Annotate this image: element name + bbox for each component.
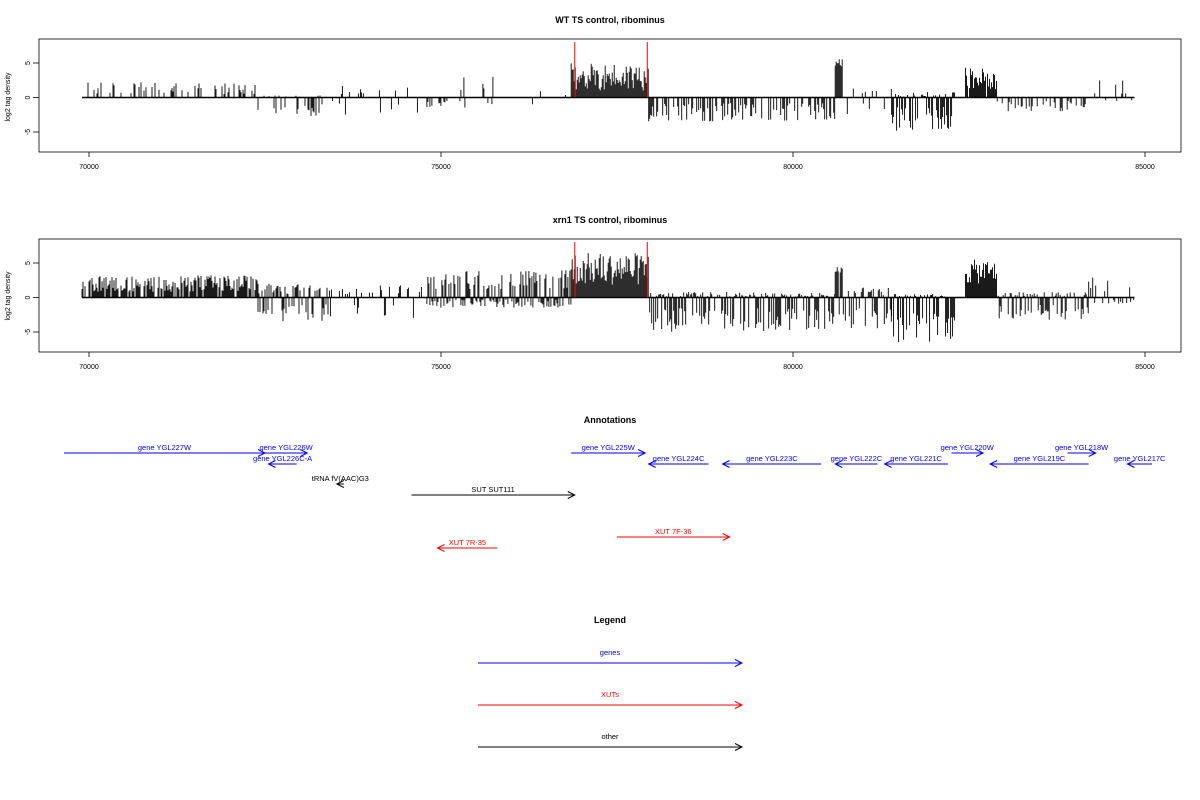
- feature-label: XUT 7F-36: [655, 527, 692, 536]
- xrn1-y-axis-label: log2 tag density: [5, 271, 12, 321]
- feature-label: tRNA fV(AAC)G3: [312, 474, 369, 483]
- wt-y-axis-label: log2 tag density: [5, 72, 12, 122]
- wt-plot-frame: [38, 38, 1182, 153]
- x-tick-label: 75000: [431, 164, 451, 171]
- feature-label: gene YGL222C: [831, 454, 883, 463]
- legend-item: genes: [478, 648, 744, 667]
- arrow-head: [722, 533, 731, 541]
- annotation-feature: gene YGL227W: [64, 443, 267, 457]
- arrow-head: [1126, 460, 1135, 468]
- legend-label: XUTs: [601, 690, 619, 699]
- y-tick-label: -5: [25, 129, 32, 135]
- feature-label: gene YGL220W: [941, 443, 995, 452]
- annotation-feature: SUT SUT111: [411, 485, 576, 499]
- xrn1-track-title: xrn1 TS control, ribominus: [553, 215, 668, 225]
- xrn1-plot-frame: [38, 238, 1182, 353]
- arrow-head: [567, 491, 576, 499]
- y-tick-label: 0: [25, 295, 32, 299]
- legend-label: other: [601, 732, 619, 741]
- feature-label: SUT SUT111: [471, 485, 514, 494]
- arrow-head: [734, 743, 744, 751]
- arrow-head: [734, 701, 744, 709]
- legend-title: Legend: [594, 615, 626, 625]
- arrow-head: [647, 460, 656, 468]
- wt-density-bars: [81, 42, 1135, 131]
- arrow-head: [267, 460, 276, 468]
- x-tick-label: 75000: [431, 364, 451, 371]
- x-tick-label: 85000: [1135, 364, 1155, 371]
- feature-label: XUT 7R-35: [449, 538, 486, 547]
- arrow-head: [1088, 449, 1097, 457]
- x-tick-label: 80000: [783, 364, 803, 371]
- annotation-feature: gene YGL222C: [831, 454, 883, 468]
- x-tick-label: 80000: [783, 164, 803, 171]
- wt-axes: -5 0 5 70000 75000 80000 85000: [25, 61, 1155, 171]
- arrow-head: [834, 460, 843, 468]
- arrow-head: [300, 449, 309, 457]
- feature-label: gene YGL223C: [746, 454, 798, 463]
- feature-label: gene YGL217C: [1114, 454, 1166, 463]
- x-tick-label: 85000: [1135, 164, 1155, 171]
- feature-label: gene YGL221C: [890, 454, 942, 463]
- annotation-feature: gene YGL225W: [571, 443, 647, 457]
- annotation-feature: gene YGL223C: [721, 454, 822, 468]
- legend-items: genes XUTs other: [478, 648, 744, 751]
- annotation-feature: gene YGL219C: [989, 454, 1089, 468]
- annotation-feature: gene YGL226W: [259, 443, 314, 457]
- legend-label: genes: [600, 648, 621, 657]
- annotations-panel: Annotations gene YGL227W gene YGL226Wgene…: [64, 415, 1166, 552]
- annotation-feature: tRNA fV(AAC)G3: [312, 474, 369, 488]
- arrow-head: [734, 659, 744, 667]
- feature-label: gene YGL225W: [582, 443, 636, 452]
- y-tick-label: -5: [25, 329, 32, 335]
- annotation-feature: gene YGL221C: [883, 454, 948, 468]
- arrow-head: [637, 449, 647, 457]
- wt-track-title: WT TS control, ribominus: [555, 15, 665, 25]
- feature-label: gene YGL227W: [138, 443, 192, 452]
- arrow-head: [989, 460, 998, 468]
- annotation-features: gene YGL227W gene YGL226W gene YGL226C-A tR…: [64, 443, 1166, 552]
- arrow-head: [721, 460, 730, 468]
- y-tick-label: 5: [25, 261, 32, 265]
- legend-item: other: [478, 732, 744, 751]
- xrn1-track-panel: xrn1 TS control, ribominus log2 tag dens…: [5, 215, 1182, 371]
- annotation-feature: gene YGL218W: [1055, 443, 1109, 457]
- annotations-title: Annotations: [584, 415, 637, 425]
- y-tick-label: 5: [25, 61, 32, 65]
- annotation-feature: gene YGL224C: [647, 454, 709, 468]
- annotation-feature: gene YGL226C-A: [253, 454, 312, 468]
- annotation-feature: XUT 7R-35: [436, 538, 498, 552]
- feature-label: gene YGL226C-A: [253, 454, 312, 463]
- feature-label: gene YGL219C: [1014, 454, 1066, 463]
- legend-panel: Legend genes XUTs other: [478, 615, 744, 751]
- feature-label: gene YGL226W: [259, 443, 313, 452]
- feature-label: gene YGL224C: [653, 454, 705, 463]
- arrow-head: [335, 480, 345, 488]
- xrn1-axes: -5 0 5 70000 75000 80000 85000: [25, 261, 1155, 371]
- x-tick-label: 70000: [79, 364, 99, 371]
- arrow-head: [975, 449, 985, 457]
- arrow-head: [436, 544, 445, 552]
- x-tick-label: 70000: [79, 164, 99, 171]
- annotation-feature: XUT 7F-36: [617, 527, 731, 541]
- y-tick-label: 0: [25, 95, 32, 99]
- annotation-feature: gene YGL217C: [1114, 454, 1166, 468]
- annotation-feature: gene YGL220W: [941, 443, 995, 457]
- xrn1-density-bars: [81, 242, 1135, 343]
- wt-track-panel: WT TS control, ribominus log2 tag densit…: [5, 15, 1182, 171]
- arrow-head: [883, 460, 892, 468]
- legend-item: XUTs: [478, 690, 744, 709]
- feature-label: gene YGL218W: [1055, 443, 1109, 452]
